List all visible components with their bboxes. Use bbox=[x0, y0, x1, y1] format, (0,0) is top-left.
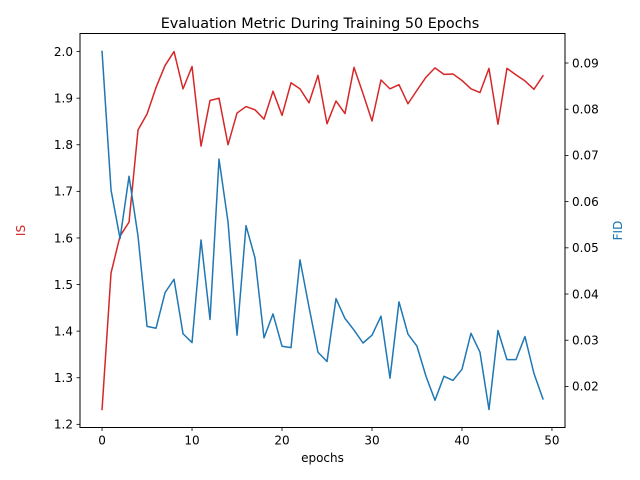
x-tick-label: 50 bbox=[544, 434, 559, 448]
chart-title: Evaluation Metric During Training 50 Epo… bbox=[161, 16, 480, 32]
left-y-tick-label: 1.5 bbox=[54, 278, 73, 292]
x-axis-label: epochs bbox=[301, 451, 344, 465]
x-tick-label: 40 bbox=[454, 434, 469, 448]
left-y-tick-label: 1.2 bbox=[54, 418, 73, 432]
series-line-is bbox=[101, 50, 544, 411]
right-y-tick-label: 0.02 bbox=[572, 380, 599, 394]
left-y-axis: 1.2 1.3 1.4 1.5 1.6 1.7 1.8 1.9 2.0 bbox=[54, 45, 80, 432]
left-y-tick-label: 1.4 bbox=[54, 324, 73, 338]
right-y-tick-label: 0.09 bbox=[572, 56, 599, 70]
left-y-tick-label: 1.6 bbox=[54, 231, 73, 245]
x-tick-label: 30 bbox=[364, 434, 379, 448]
left-y-tick-label: 1.7 bbox=[54, 185, 73, 199]
left-y-tick-label: 1.9 bbox=[54, 91, 73, 105]
right-y-tick-label: 0.04 bbox=[572, 287, 599, 301]
x-tick-label: 0 bbox=[98, 434, 106, 448]
x-tick-label: 20 bbox=[274, 434, 289, 448]
x-tick-label: 10 bbox=[184, 434, 199, 448]
plot-area bbox=[101, 50, 544, 411]
right-y-tick-label: 0.03 bbox=[572, 334, 599, 348]
plot-frame bbox=[79, 33, 566, 428]
series-line-fid bbox=[101, 50, 544, 411]
left-y-tick-label: 2.0 bbox=[54, 45, 73, 59]
left-y-axis-label: IS bbox=[14, 225, 28, 236]
right-y-tick-label: 0.08 bbox=[572, 103, 599, 117]
left-y-tick-label: 1.8 bbox=[54, 138, 73, 152]
right-y-axis: 0.02 0.03 0.04 0.05 0.06 0.07 0.08 0.09 bbox=[565, 56, 599, 394]
x-axis: 0 10 20 30 40 50 bbox=[98, 427, 560, 448]
right-y-axis-label: FID bbox=[611, 221, 625, 241]
right-y-tick-label: 0.06 bbox=[572, 195, 599, 209]
right-y-tick-label: 0.05 bbox=[572, 241, 599, 255]
left-y-tick-label: 1.3 bbox=[54, 371, 73, 385]
right-y-tick-label: 0.07 bbox=[572, 149, 599, 163]
